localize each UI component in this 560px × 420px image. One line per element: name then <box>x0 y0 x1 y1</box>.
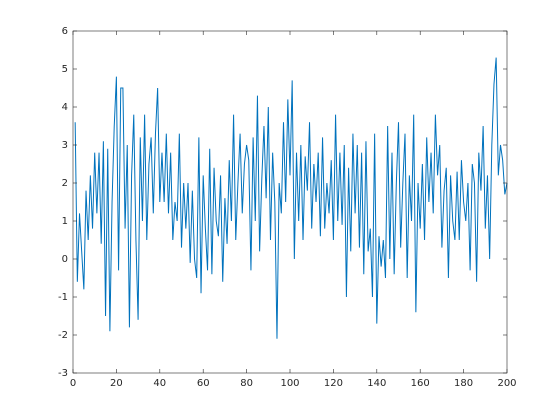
y-tick-label: 0 <box>62 254 68 265</box>
x-tick-label: 0 <box>70 378 76 389</box>
y-tick-label: 1 <box>62 216 68 227</box>
y-tick-label: -1 <box>58 292 68 303</box>
x-tick-label: 160 <box>411 378 430 389</box>
y-tick-label: 3 <box>62 140 68 151</box>
x-tick-label: 100 <box>280 378 299 389</box>
y-tick-label: 6 <box>62 26 68 37</box>
y-tick-label: -2 <box>58 330 68 341</box>
y-tick-label: 4 <box>62 102 68 113</box>
x-tick-label: 180 <box>454 378 473 389</box>
y-tick-label: 2 <box>62 178 68 189</box>
x-tick-label: 140 <box>367 378 386 389</box>
x-tick-label: 200 <box>497 378 516 389</box>
x-tick-label: 40 <box>153 378 166 389</box>
data-line <box>74 57 508 339</box>
x-tick-label: 60 <box>197 378 210 389</box>
x-tick-label: 120 <box>324 378 343 389</box>
y-tick-label: 5 <box>62 64 68 75</box>
y-tick-label: -3 <box>58 368 68 379</box>
x-tick-label: 80 <box>240 378 253 389</box>
x-tick-label: 20 <box>110 378 123 389</box>
